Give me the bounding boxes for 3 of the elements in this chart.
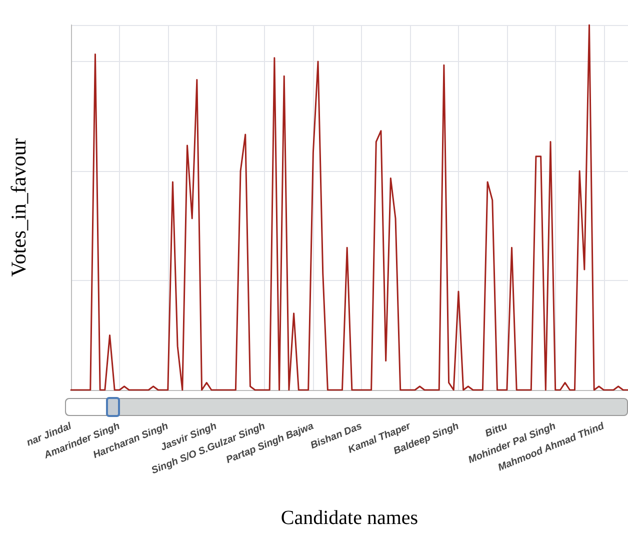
y-axis-title: Votes_in_favour xyxy=(6,138,30,277)
x-tick-label: Bittu xyxy=(484,420,509,440)
x-axis-title: Candidate names xyxy=(280,507,418,529)
